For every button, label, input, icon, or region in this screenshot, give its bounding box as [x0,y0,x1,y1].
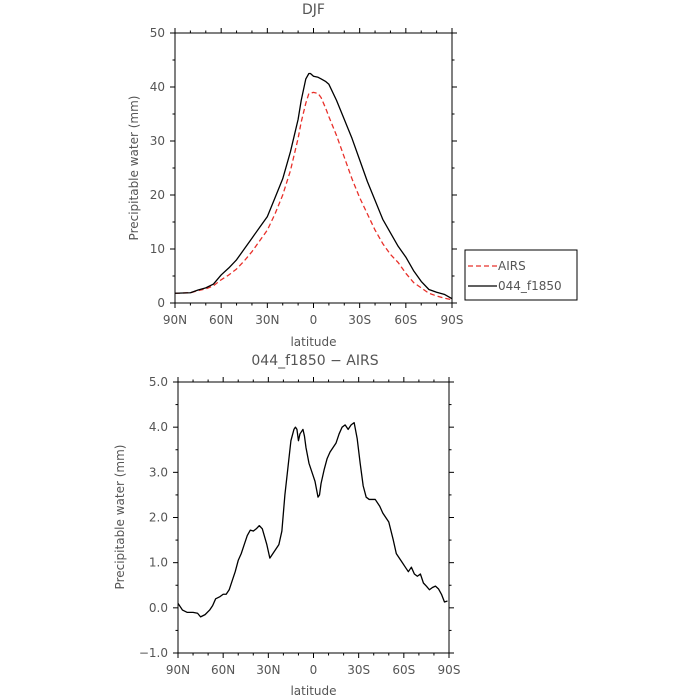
djf-legend: AIRS 044_f1850 [464,249,578,301]
djf-y-tick-label: 20 [150,188,165,202]
difference-y-tick-label: 2.0 [149,511,168,525]
djf-x-axis-label: latitude [290,335,336,349]
difference-y-tick-label: 3.0 [149,465,168,479]
legend-box [464,249,578,301]
djf-y-tick-label: 30 [150,134,165,148]
difference-panel: 044_f1850 − AIRS 90N 60N 30N 0 30S 60S 90S −1.0… [113,353,460,698]
djf-x-tick-label: 30N [255,313,279,327]
difference-x-axis-label: latitude [290,684,336,698]
legend-label-044-f1850: 044_f1850 [498,279,562,293]
djf-y-axis-label: Precipitable water (mm) [127,96,141,241]
djf-y-tick-label: 40 [150,80,165,94]
djf-chart-title: DJF [302,2,325,18]
difference-plot-frame [177,381,450,654]
difference-series-difference-line [177,421,448,618]
difference-chart-title: 044_f1850 − AIRS [251,353,378,369]
djf-series-airs-line [174,91,453,301]
difference-y-tick-label: 5.0 [149,375,168,389]
difference-x-tick-label: 30S [347,663,370,677]
djf-y-tick-label: 0 [157,296,165,310]
difference-y-tick-label: 1.0 [149,556,168,570]
legend-label-airs: AIRS [498,259,526,273]
djf-x-tick-label: 90N [163,313,187,327]
djf-series-044-f1850-line [174,72,453,300]
difference-x-tick-label: 90N [166,663,190,677]
difference-y-tick-label: −1.0 [139,646,168,660]
difference-y-tick-label: 4.0 [149,420,168,434]
djf-x-tick-label: 60N [209,313,233,327]
djf-y-tick-label: 10 [150,242,165,256]
djf-x-tick-label: 90S [441,313,464,327]
difference-x-tick-label: 0 [310,663,318,677]
difference-x-tick-label: 60S [392,663,415,677]
djf-x-tick-label: 60S [394,313,417,327]
djf-plot-frame [174,32,453,304]
difference-y-tick-label: 0.0 [149,601,168,615]
difference-x-tick-label: 60N [211,663,235,677]
djf-x-tick-label: 0 [310,313,318,327]
difference-y-axis-label: Precipitable water (mm) [113,445,127,590]
djf-panel: DJF 90N 60N 30N 0 30S 60S 90S 0 10 20 30 40 50 latit… [127,2,578,349]
djf-y-tick-label: 50 [150,26,165,40]
djf-x-tick-label: 30S [348,313,371,327]
difference-x-tick-label: 30N [256,663,280,677]
difference-x-tick-label: 90S [438,663,461,677]
